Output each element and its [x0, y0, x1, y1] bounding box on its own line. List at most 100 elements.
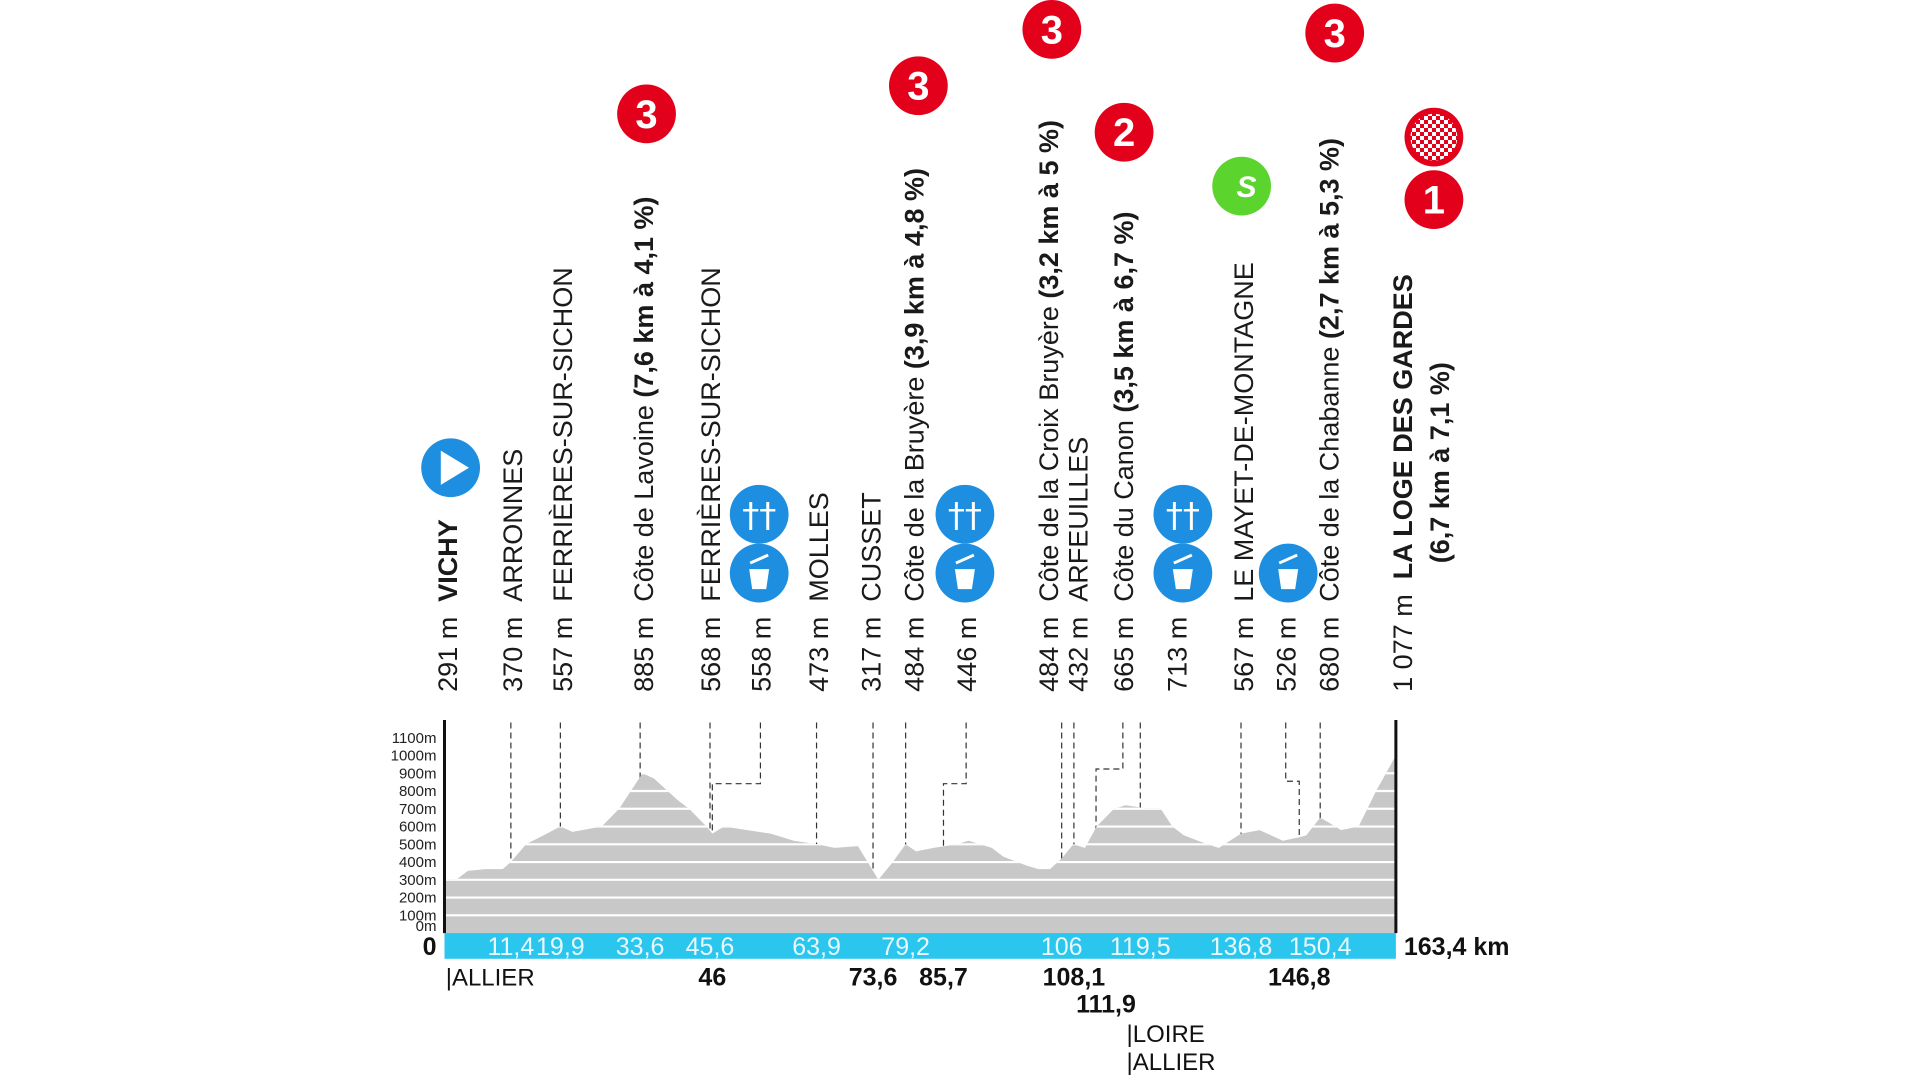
y-tick-label: 200m: [399, 890, 437, 907]
point-icons: 3 3 3 2 3 1 S †† †† ††: [421, 0, 1464, 603]
climb-detail: (3,9 km à 4,8 %): [899, 168, 929, 369]
kom-category-icon: 3: [1305, 3, 1365, 63]
point-name: FERRIÈRES-SUR-SICHON: [696, 267, 726, 602]
waste-zone-icon: [1258, 543, 1318, 603]
y-tick-label: 800m: [399, 783, 437, 800]
feed-zone-icon-bg: [1153, 484, 1213, 544]
bin-lid-glyph: [1278, 553, 1298, 565]
waste-zone-icon: [729, 543, 789, 603]
elevation-profile: [444, 755, 1396, 934]
bin-glyph: [954, 569, 975, 590]
sprint-letter: S: [1237, 171, 1257, 204]
elevation-axis: 0m100m200m300m400m500m600m700m800m900m10…: [391, 720, 1398, 935]
point-name: Côte de la Croix Bruyère: [1034, 306, 1064, 602]
kom-category-icon-bg: [1305, 3, 1365, 63]
climb-detail: (2,7 km à 5,3 %): [1315, 138, 1345, 339]
kom-category: 1: [1423, 179, 1445, 223]
distance-band: 11,4 19,9 33,6 45,6 63,9 79,2 106 119,5 136,8 150…: [423, 933, 1510, 1076]
point-label: 558 m: [746, 617, 776, 692]
point-altitude: 484 m: [1034, 617, 1064, 692]
y-tick-label: 300m: [399, 872, 437, 889]
y-tick-label: 0m: [416, 918, 437, 935]
point-name: Côte de Lavoine: [629, 405, 659, 602]
point-label: 432 m ARFEUILLES: [1064, 437, 1094, 692]
point-label: 484 m Côte de la Bruyère (3,9 km à 4,8 %…: [899, 168, 929, 692]
feed-zone-icon-bg: [729, 484, 789, 544]
kom-category-icon: 2: [1094, 102, 1154, 162]
km-band-label: 79,2: [881, 933, 930, 961]
kom-category: 3: [907, 65, 929, 109]
point-name: CUSSET: [857, 492, 887, 602]
point-altitude: 473 m: [804, 617, 834, 692]
point-label: 713 m: [1163, 617, 1193, 692]
point-altitude: 557 m: [548, 617, 578, 692]
kom-category: 3: [1041, 8, 1063, 52]
feed-zone-icon: ††: [729, 484, 789, 544]
feed-zone-icon-bg: [935, 484, 995, 544]
finish-flag-icon: [1404, 107, 1464, 167]
kom-category: 3: [635, 93, 657, 137]
km-below-label: 108,1: [1043, 964, 1106, 992]
km-band-label: 63,9: [792, 933, 841, 961]
kom-category-icon-bg: [888, 56, 948, 116]
point-label: 317 m CUSSET: [857, 492, 887, 692]
km-band-label: 136,8: [1210, 933, 1273, 961]
point-label: 665 m Côte du Canon (3,5 km à 6,7 %): [1109, 212, 1139, 692]
km-band-label: 19,9: [536, 933, 585, 961]
bin-lid-glyph: [749, 553, 769, 565]
point-label: 680 m Côte de la Chabanne (2,7 km à 5,3 …: [1315, 138, 1345, 692]
point-name: LA LOGE DES GARDES: [1388, 274, 1418, 579]
point-name: Côte du Canon: [1109, 420, 1139, 602]
profile-area: [444, 755, 1396, 934]
point-label: 568 m FERRIÈRES-SUR-SICHON: [696, 267, 726, 692]
km-band-label: 33,6: [616, 933, 665, 961]
y-tick-label: 900m: [399, 765, 437, 782]
point-label: 291 m VICHY: [433, 519, 463, 692]
point-label: 557 m FERRIÈRES-SUR-SICHON: [548, 267, 578, 692]
point-altitude: 291 m: [433, 617, 463, 692]
feed-zone-icon: ††: [1153, 484, 1213, 544]
point-altitude: 665 m: [1109, 617, 1139, 692]
intermediate-sprint-icon-bg: [1212, 156, 1272, 216]
y-tick-label: 100m: [399, 907, 437, 924]
climb-detail: (6,7 km à 7,1 %): [1425, 362, 1455, 563]
point-label: 1 077 m LA LOGE DES GARDES: [1388, 274, 1418, 692]
department-border-label: |ALLIER: [1127, 1049, 1216, 1076]
km-band-label: 150,4: [1289, 933, 1352, 961]
km-band: [444, 933, 1396, 959]
climb-detail: (7,6 km à 4,1 %): [629, 196, 659, 397]
point-label: 446 m: [952, 617, 982, 692]
marker-line: [1285, 722, 1300, 934]
point-altitude: 484 m: [899, 617, 929, 692]
point-name: FERRIÈRES-SUR-SICHON: [548, 267, 578, 602]
kom-category: 2: [1113, 111, 1135, 155]
fork-knife-glyph: ††: [1166, 495, 1200, 535]
point-name: Côte de la Bruyère: [899, 377, 929, 602]
start-km-label: 0: [423, 933, 437, 961]
km-below-label: 85,7: [919, 964, 968, 992]
point-altitude: 558 m: [746, 617, 776, 692]
point-name: ARFEUILLES: [1064, 437, 1094, 602]
point-altitude: 885 m: [629, 617, 659, 692]
y-tick-label: 700m: [399, 801, 437, 818]
km-below-label: 46: [698, 964, 726, 992]
kom-category-icon-bg: [1094, 102, 1154, 162]
point-altitude: 370 m: [498, 617, 528, 692]
point-name: Côte de la Chabanne: [1315, 347, 1345, 602]
point-altitude: 446 m: [952, 617, 982, 692]
climb-detail: (3,5 km à 6,7 %): [1109, 212, 1139, 413]
bin-lid-glyph: [1173, 553, 1193, 565]
point-label: 567 m LE MAYET-DE-MONTAGNE: [1229, 262, 1259, 692]
kom-category-icon-bg: [617, 84, 676, 144]
point-name: ARRONNES: [498, 449, 528, 602]
point-altitude: 713 m: [1163, 617, 1193, 692]
bin-glyph: [1278, 569, 1299, 590]
feed-zone-icon: ††: [935, 484, 995, 544]
point-name: VICHY: [433, 519, 463, 602]
marker-line: [942, 722, 967, 934]
play-glyph: [440, 450, 469, 485]
y-tick-label: 500m: [399, 836, 437, 853]
kom-category: 3: [1324, 12, 1346, 56]
point-altitude: 432 m: [1064, 617, 1094, 692]
